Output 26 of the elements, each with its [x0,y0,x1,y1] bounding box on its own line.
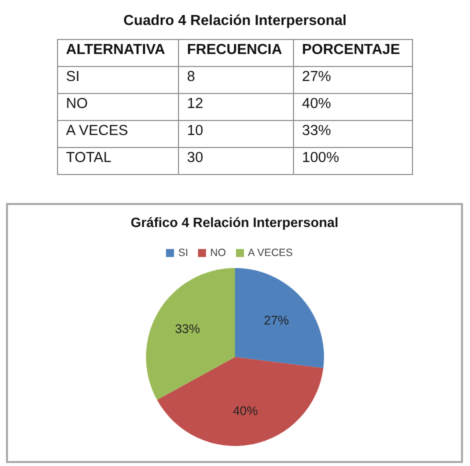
data-label: 40% [232,404,258,418]
category-label: SI [58,66,178,94]
data-label: 27% [294,66,412,94]
data-label: 100% [294,148,412,174]
category-label: NO [58,94,178,120]
data-label: 40% [294,94,412,120]
legend-label: A VECES [248,247,293,259]
legend-label: SI [178,247,188,259]
category-label: A VECES [58,120,178,148]
data-label: 30 [178,148,294,174]
data-label: 33% [294,120,412,148]
text: ALTERNATIVA [58,40,178,66]
data-label: 8 [178,66,294,94]
category-label: TOTAL [58,148,178,174]
text: Cuadro 4 Relación Interpersonal [122,13,348,29]
data-label: 12 [178,94,294,120]
legend-label: NO [210,247,226,259]
pie-slice [235,268,324,368]
data-label: 33% [174,322,200,336]
data-label: 10 [178,120,294,148]
text: FRECUENCIA [178,40,294,66]
pie-slice [157,357,324,446]
pie-slice [146,268,235,400]
chart-title: Gráfico 4 Relación Interpersonal [130,215,340,230]
text: PORCENTAJE [294,40,412,66]
data-label: 27% [264,314,289,328]
